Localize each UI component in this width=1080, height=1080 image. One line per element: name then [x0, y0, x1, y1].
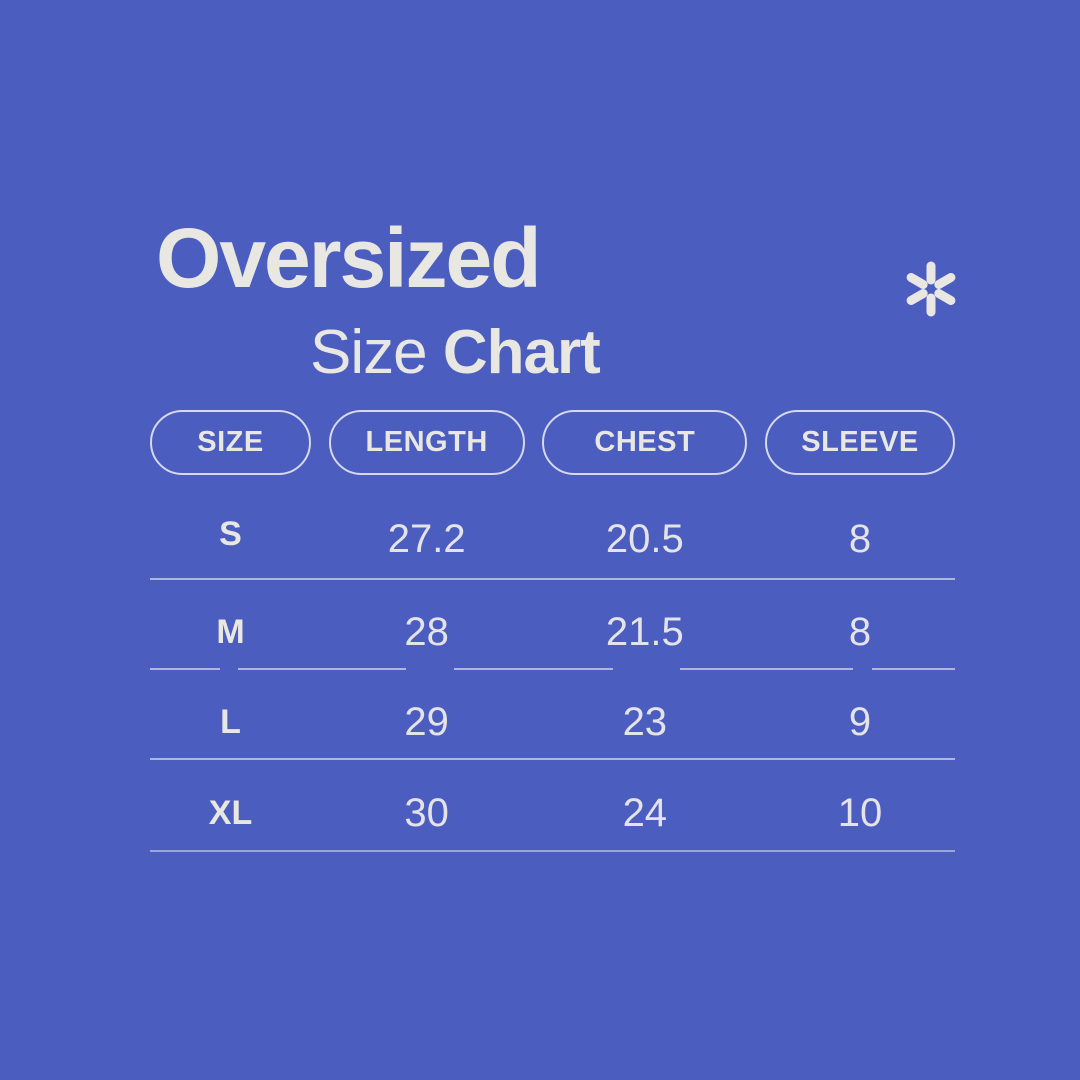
subtitle-word-size: Size	[310, 318, 428, 387]
length-value: 29	[404, 699, 449, 744]
size-label: XL	[208, 793, 253, 832]
column-pill-sleeve: SLEEVE	[764, 410, 955, 475]
chest-value: 21.5	[605, 609, 684, 654]
table-row: S 27.2 20.5 8	[150, 475, 955, 578]
sleeve-value: 10	[837, 790, 883, 835]
chest-value: 23	[622, 699, 668, 744]
table-row: M 28 21.5 8	[150, 580, 955, 668]
size-label: M	[216, 612, 245, 651]
row-divider	[150, 668, 955, 670]
asterisk-icon	[903, 261, 959, 317]
table-row: L 29 23 9	[150, 670, 955, 758]
size-table: SIZE LENGTH CHEST SLEEVE S 27.2 20.5 8 M…	[150, 410, 955, 852]
length-value: 28	[404, 609, 449, 654]
row-divider	[150, 850, 955, 852]
table-row: XL 30 24 10	[150, 760, 955, 850]
page-title: Oversized	[156, 211, 542, 305]
row-divider	[150, 578, 955, 580]
sleeve-value: 8	[848, 517, 872, 561]
size-label: S	[219, 515, 242, 553]
chest-value: 24	[622, 790, 668, 835]
column-pill-chest: CHEST	[542, 410, 748, 475]
length-value: 30	[404, 790, 449, 835]
sleeve-value: 9	[848, 699, 872, 744]
sleeve-value: 8	[848, 609, 872, 654]
page-subtitle: Size Chart	[310, 322, 601, 384]
title-block: Oversized Size Chart	[156, 211, 601, 384]
length-value: 27.2	[387, 517, 466, 561]
table-header-row: SIZE LENGTH CHEST SLEEVE	[150, 410, 955, 475]
chest-value: 20.5	[605, 517, 684, 561]
row-divider	[150, 758, 955, 760]
column-pill-length: LENGTH	[328, 410, 525, 475]
subtitle-word-chart: Chart	[442, 318, 601, 387]
column-pill-size: SIZE	[150, 410, 311, 475]
size-label: L	[220, 702, 241, 741]
